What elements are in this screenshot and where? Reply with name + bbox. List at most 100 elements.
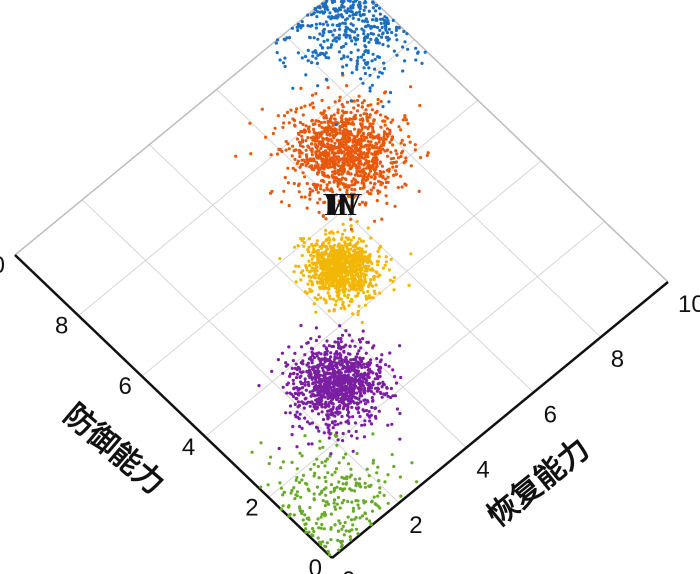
data-point [371,432,375,436]
data-point [335,371,339,375]
data-point [375,357,379,361]
data-point [358,159,362,163]
data-point [351,509,355,513]
data-point [370,509,375,513]
data-point [341,222,345,226]
data-point [391,368,395,372]
data-point [309,253,313,257]
data-point [349,538,353,542]
data-point [358,394,362,398]
data-point [323,120,327,124]
data-point [303,104,307,108]
data-point [355,157,359,161]
data-point [354,294,358,298]
cluster-IV-points [234,73,430,231]
data-point [372,277,376,281]
data-point [340,361,344,365]
data-point [316,370,320,374]
data-point [355,352,359,356]
data-point [330,274,334,278]
data-point [310,361,314,365]
data-point [344,25,348,29]
data-point [318,22,322,26]
data-point [367,9,371,13]
data-point [328,137,332,142]
data-point [353,137,357,141]
data-point [310,142,314,146]
data-point [311,389,315,393]
data-point [285,110,290,114]
data-point [338,378,342,382]
data-point [324,301,328,305]
data-point [350,273,354,277]
data-point [323,163,327,167]
data-point [356,48,360,52]
data-point [381,32,385,36]
data-point [364,303,368,307]
data-point [361,131,366,135]
data-point [343,228,347,232]
data-point [341,482,345,486]
data-point [365,517,369,521]
data-point [376,494,380,498]
data-point [321,499,325,503]
data-point [369,188,373,192]
data-point [355,451,359,456]
data-point [362,280,366,284]
data-point [356,138,360,143]
data-point [326,276,330,280]
data-point [324,346,328,350]
data-point [317,252,321,256]
data-point [328,231,332,235]
data-point [367,66,371,70]
data-point [293,402,297,406]
data-point [340,244,344,248]
data-point [345,63,349,67]
data-point [368,519,372,523]
data-point [287,36,292,40]
data-point [331,420,335,424]
data-point [378,273,382,277]
data-point [343,307,347,311]
data-point [303,175,307,179]
data-point [338,352,342,356]
data-point [389,395,393,400]
data-point [328,266,332,270]
data-point [378,169,382,173]
data-point [382,141,386,145]
data-point [365,175,369,179]
data-point [308,187,312,191]
data-point [297,393,301,397]
data-point [352,99,356,103]
data-point [279,507,283,511]
data-point [381,170,386,174]
grid-line [268,221,605,498]
data-point [308,190,312,195]
data-point [369,369,373,373]
data-point [371,52,375,56]
data-point [305,341,309,345]
data-point [367,264,371,268]
data-point [316,373,321,377]
data-point [372,495,376,499]
data-point [383,90,388,94]
data-point [358,283,362,287]
data-point [312,167,316,172]
data-point [387,364,391,368]
data-point [372,344,376,348]
data-point [346,163,350,167]
data-point [337,242,341,246]
data-point [359,363,363,367]
data-point [370,390,374,394]
data-point [319,246,323,250]
data-point [358,186,362,191]
data-point [325,366,329,370]
data-point [313,471,317,475]
data-point [312,462,316,466]
data-point [308,422,312,426]
data-point [356,363,361,367]
data-point [330,360,334,364]
data-point [355,273,359,277]
data-point [292,386,296,390]
